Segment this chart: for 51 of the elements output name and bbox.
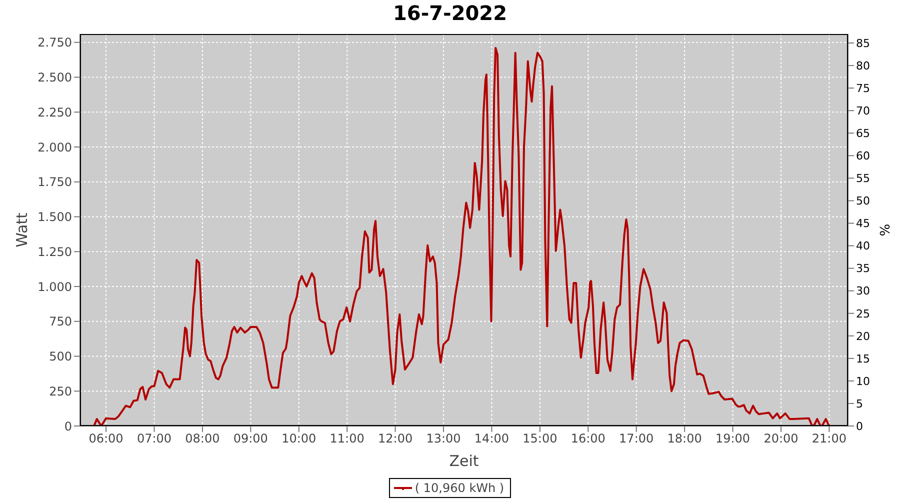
- y2-tick-label: 50: [856, 194, 870, 208]
- x-tick-label: 11:00: [330, 432, 364, 446]
- y2-tick-label: 45: [856, 217, 870, 230]
- y-tick-label: 2.250: [38, 105, 72, 120]
- x-tick-label: 13:00: [426, 432, 461, 446]
- y-axis-title: Watt: [13, 212, 31, 248]
- y-tick-label: 0: [64, 419, 72, 434]
- y2-tick-label: 60: [856, 150, 870, 163]
- x-tick-label: 17:00: [619, 432, 654, 446]
- x-tick-label: 06:00: [88, 432, 124, 446]
- y2-tick-label: 25: [856, 307, 870, 320]
- y2-tick-label: 40: [856, 240, 870, 253]
- x-tick-label: 10:00: [282, 432, 316, 446]
- x-tick-label: 08:00: [185, 432, 220, 446]
- y2-tick-label: 75: [856, 82, 870, 95]
- y2-tick-label: 85: [856, 36, 870, 50]
- x-tick-label: 09:00: [233, 432, 268, 446]
- y2-tick-label: 80: [856, 59, 870, 72]
- y-tick-label: 500: [49, 350, 72, 364]
- y2-tick-label: 55: [856, 172, 870, 186]
- legend-label: ( 10,960 kWh ): [414, 481, 504, 495]
- y-tick-label: 1.500: [38, 210, 72, 224]
- y2-tick-label: 35: [856, 262, 870, 276]
- y-tick-label: 2.750: [38, 36, 72, 50]
- y-tick-label: 750: [49, 314, 72, 329]
- y-tick-label: 2.500: [38, 70, 72, 85]
- x-tick-label: 15:00: [522, 432, 558, 446]
- y2-tick-label: 70: [856, 104, 870, 118]
- y2-tick-label: 5: [856, 397, 863, 410]
- x-tick-label: 21:00: [812, 432, 846, 446]
- chart-title: 16-7-2022: [392, 0, 508, 26]
- y-tick-label: 2.000: [38, 140, 72, 154]
- x-axis-title: Zeit: [449, 452, 479, 470]
- x-tick-label: 18:00: [667, 432, 702, 446]
- y2-axis-title: %: [876, 224, 892, 236]
- y2-tick-label: 10: [856, 374, 870, 388]
- y2-tick-label: 15: [856, 352, 870, 366]
- y-tick-label: 1.250: [38, 244, 72, 259]
- y-tick-label: 1.750: [38, 175, 72, 190]
- x-tick-label: 16:00: [570, 432, 606, 446]
- x-tick-label: 12:00: [378, 432, 413, 446]
- x-tick-label: 07:00: [136, 432, 172, 446]
- y2-tick-label: 0: [856, 420, 863, 433]
- y2-tick-label: 30: [856, 284, 870, 298]
- y-tick-label: 1.000: [38, 280, 72, 294]
- x-tick-label: 20:00: [764, 432, 798, 446]
- y-tick-label: 250: [49, 384, 72, 398]
- y2-tick-label: 20: [856, 330, 870, 343]
- x-tick-label: 14:00: [474, 432, 510, 446]
- x-tick-label: 19:00: [715, 432, 750, 446]
- y2-tick-label: 65: [856, 127, 870, 140]
